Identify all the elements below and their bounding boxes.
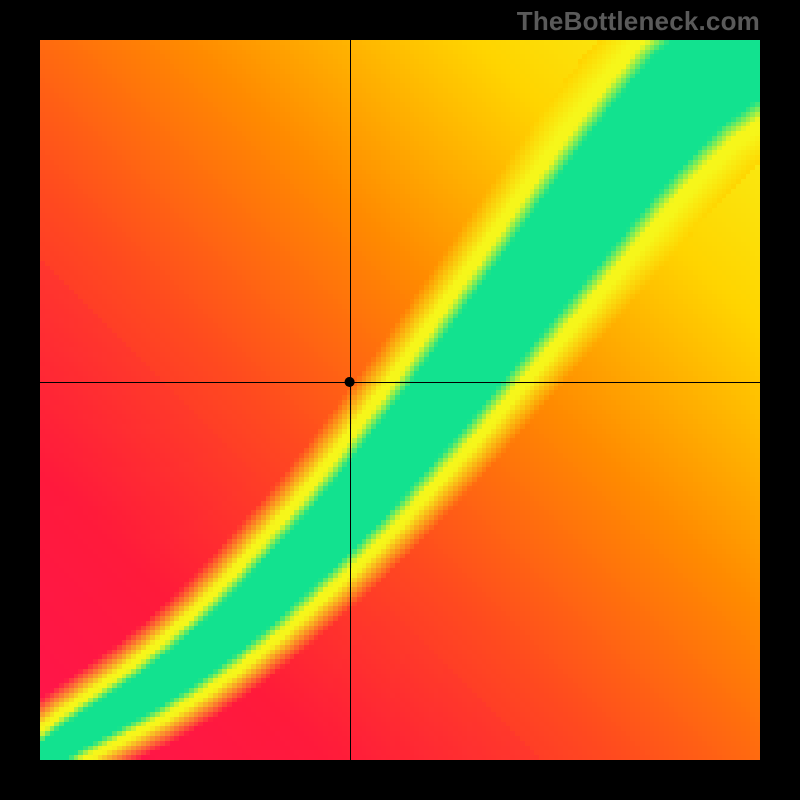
- watermark-text: TheBottleneck.com: [517, 6, 760, 37]
- chart-frame: TheBottleneck.com: [0, 0, 800, 800]
- bottleneck-heatmap: [0, 0, 800, 800]
